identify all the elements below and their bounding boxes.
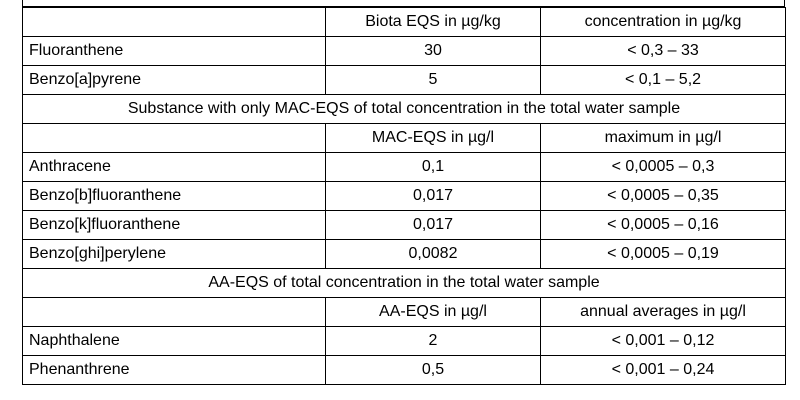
table-row: Benzo[a]pyrene 5 < 0,1 – 5,2: [22, 65, 786, 95]
header-cell: concentration in µg/kg: [540, 7, 786, 37]
table-row: MAC-EQS in µg/l maximum in µg/l: [22, 123, 786, 153]
table-row: Phenanthrene 0,5 < 0,001 – 0,24: [22, 355, 786, 385]
header-cell: MAC-EQS in µg/l: [325, 123, 541, 153]
substance-name: Naphthalene: [22, 326, 326, 356]
section-title: AA-EQS of total concentration in the tot…: [22, 268, 786, 298]
table-row: Benzo[ghi]perylene 0,0082 < 0,0005 – 0,19: [22, 239, 786, 269]
header-cell: Biota EQS in µg/kg: [325, 7, 541, 37]
substance-name: Benzo[ghi]perylene: [22, 239, 326, 269]
value-cell: < 0,001 – 0,24: [540, 355, 786, 385]
substance-name: Benzo[b]fluoranthene: [22, 181, 326, 211]
header-cell: maximum in µg/l: [540, 123, 786, 153]
substance-name: Fluoranthene: [22, 36, 326, 66]
table-row: Biota EQS in µg/kg concentration in µg/kg: [22, 7, 786, 37]
eqs-table: Biota EQS in µg/kg concentration in µg/kg…: [22, 7, 786, 385]
table-row: Fluoranthene 30 < 0,3 – 33: [22, 36, 786, 66]
table-row: Naphthalene 2 < 0,001 – 0,12: [22, 326, 786, 356]
value-cell: < 0,1 – 5,2: [540, 65, 786, 95]
value-cell: < 0,0005 – 0,16: [540, 210, 786, 240]
value-cell: 0,5: [325, 355, 541, 385]
table-row: Benzo[b]fluoranthene 0,017 < 0,0005 – 0,35: [22, 181, 786, 211]
table-row: AA-EQS of total concentration in the tot…: [22, 268, 786, 298]
header-cell: [22, 297, 326, 327]
substance-name: Benzo[k]fluoranthene: [22, 210, 326, 240]
cut-off-row: [22, 0, 785, 7]
value-cell: < 0,0005 – 0,35: [540, 181, 786, 211]
value-cell: 0,017: [325, 181, 541, 211]
table-row: AA-EQS in µg/l annual averages in µg/l: [22, 297, 786, 327]
value-cell: 2: [325, 326, 541, 356]
header-cell: [22, 123, 326, 153]
value-cell: < 0,001 – 0,12: [540, 326, 786, 356]
table-container: Biota EQS in µg/kg concentration in µg/kg…: [22, 0, 786, 385]
section-title: Substance with only MAC-EQS of total con…: [22, 94, 786, 124]
substance-name: Phenanthrene: [22, 355, 326, 385]
value-cell: 0,0082: [325, 239, 541, 269]
header-cell: [22, 7, 326, 37]
header-cell: annual averages in µg/l: [540, 297, 786, 327]
substance-name: Benzo[a]pyrene: [22, 65, 326, 95]
value-cell: < 0,0005 – 0,3: [540, 152, 786, 182]
table-row: Substance with only MAC-EQS of total con…: [22, 94, 786, 124]
value-cell: 0,017: [325, 210, 541, 240]
substance-name: Anthracene: [22, 152, 326, 182]
table-row: Anthracene 0,1 < 0,0005 – 0,3: [22, 152, 786, 182]
table-body: Biota EQS in µg/kg concentration in µg/kg…: [22, 7, 786, 385]
value-cell: 5: [325, 65, 541, 95]
value-cell: < 0,0005 – 0,19: [540, 239, 786, 269]
table-row: Benzo[k]fluoranthene 0,017 < 0,0005 – 0,16: [22, 210, 786, 240]
value-cell: 0,1: [325, 152, 541, 182]
header-cell: AA-EQS in µg/l: [325, 297, 541, 327]
value-cell: < 0,3 – 33: [540, 36, 786, 66]
value-cell: 30: [325, 36, 541, 66]
